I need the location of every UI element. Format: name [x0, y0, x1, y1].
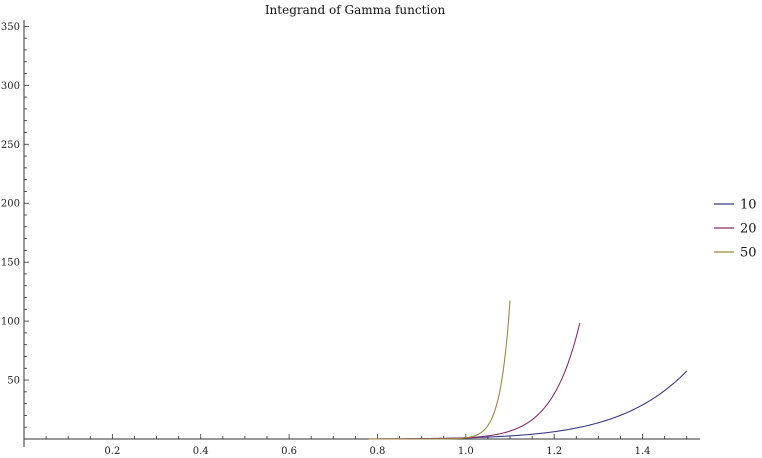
x-tick-label: 0.8: [370, 446, 386, 457]
x-tick-label: 1.0: [458, 446, 474, 457]
x-tick-label: 1.2: [546, 446, 562, 457]
series-line-50: [368, 300, 511, 440]
chart-title: Integrand of Gamma function: [265, 3, 446, 17]
x-tick-label: 0.6: [281, 446, 297, 457]
legend-label-50: 50: [740, 246, 757, 261]
y-tick-label: 150: [1, 258, 20, 269]
legend: 10 20 50: [714, 198, 757, 261]
series-layer: [368, 300, 688, 440]
series-line-20: [368, 322, 581, 440]
legend-label-20: 20: [740, 222, 757, 237]
x-tick-label: 1.4: [635, 446, 651, 457]
y-tick-label: 250: [1, 140, 20, 151]
y-tick-label: 350: [1, 22, 20, 33]
legend-label-10: 10: [740, 198, 757, 213]
y-tick-label: 300: [1, 81, 20, 92]
axes: 0.2 0.4 0.6 0.8 1.0 1.2 1.4 50 100 150 200 250 300 35…: [1, 20, 700, 457]
x-tick-label: 0.2: [104, 446, 120, 457]
y-tick-label: 50: [7, 376, 20, 387]
y-tick-label: 200: [1, 199, 20, 210]
x-tick-label: 0.4: [193, 446, 209, 457]
y-tick-label: 100: [1, 317, 20, 328]
series-line-10: [368, 370, 688, 440]
